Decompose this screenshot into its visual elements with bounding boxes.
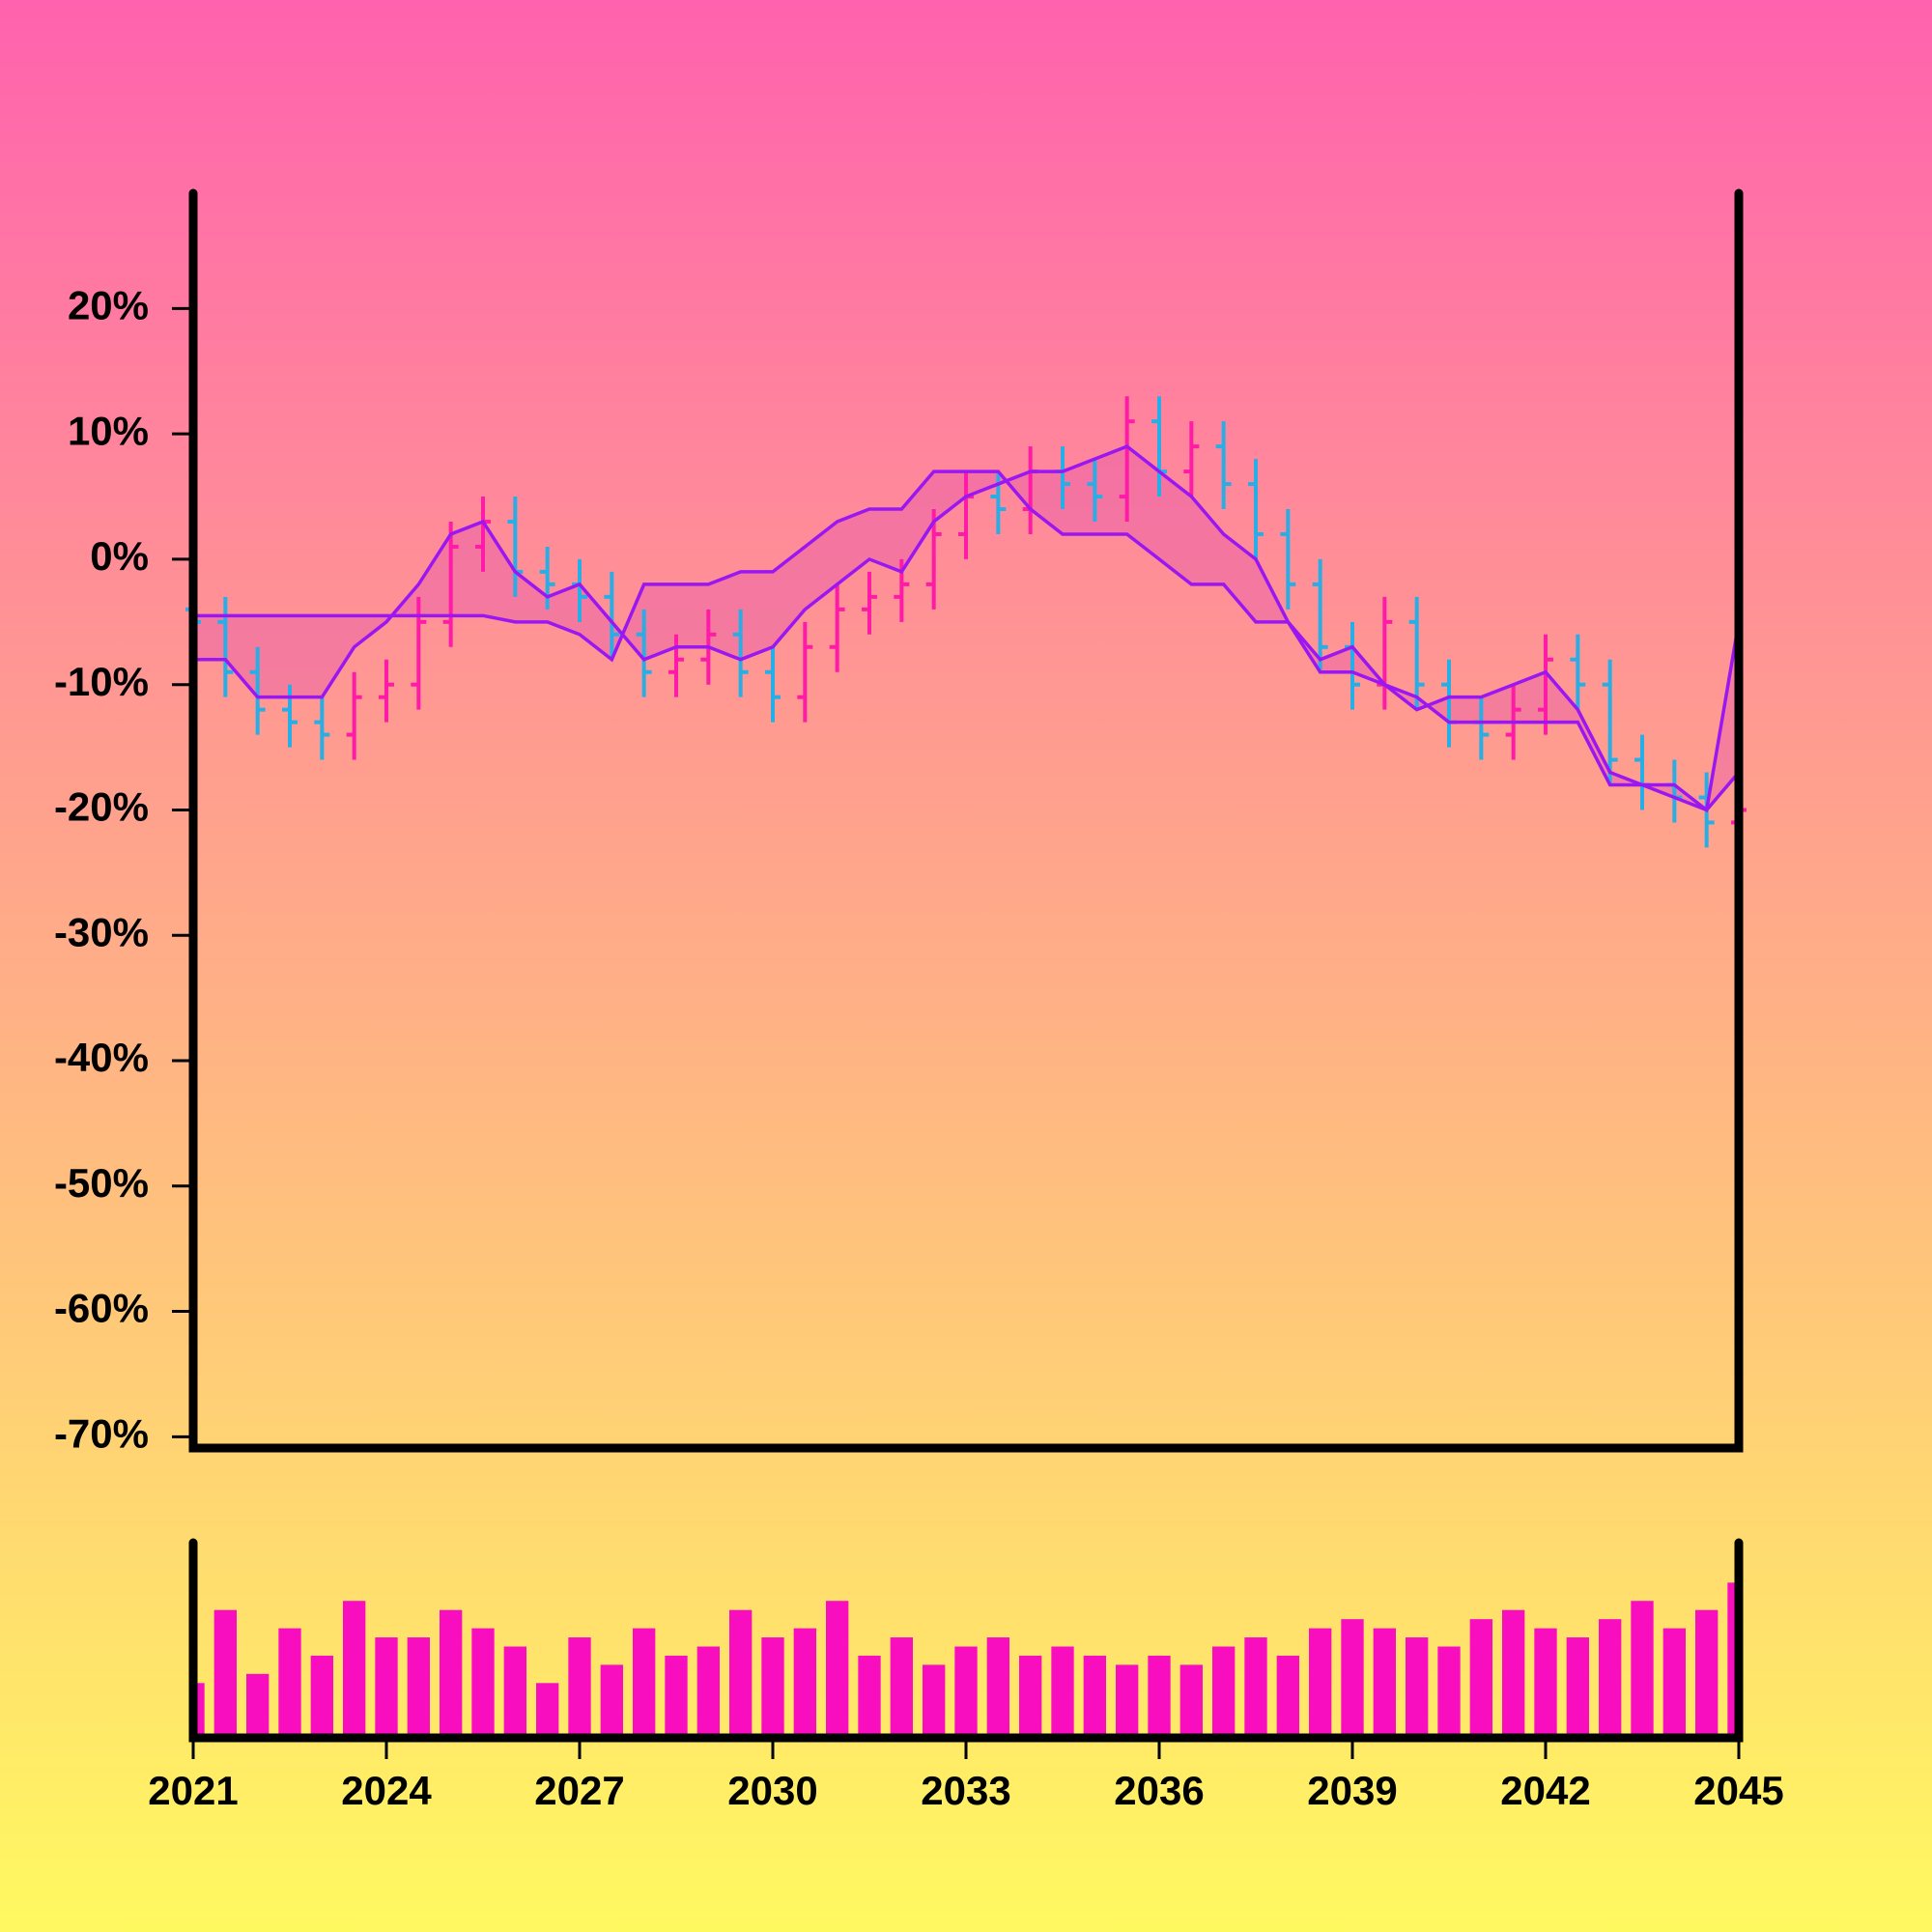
price-axes — [188, 188, 1744, 1453]
volume-bar — [1309, 1628, 1332, 1738]
x-tick-label: 2033 — [921, 1768, 1010, 1813]
volume-bar — [1116, 1664, 1139, 1738]
volume-bar — [1534, 1628, 1557, 1738]
volume-bar — [343, 1601, 366, 1738]
x-tick-label: 2045 — [1693, 1768, 1783, 1813]
volume-bar — [197, 1683, 205, 1738]
volume-bar — [761, 1637, 784, 1738]
y-tick-label: -40% — [54, 1035, 149, 1080]
y-tick-label: -50% — [54, 1160, 149, 1206]
volume-bar — [568, 1637, 591, 1738]
volume-bar — [246, 1673, 270, 1738]
x-tick-label: 2030 — [727, 1768, 817, 1813]
x-tick-label: 2036 — [1114, 1768, 1204, 1813]
y-tick-label: -20% — [54, 784, 149, 830]
volume-bar — [310, 1655, 333, 1738]
volume-bar — [471, 1628, 495, 1738]
volume-bar — [1566, 1637, 1589, 1738]
x-tick-label: 2027 — [534, 1768, 624, 1813]
volume-bar — [1179, 1664, 1203, 1738]
volume-bar — [1631, 1601, 1654, 1738]
volume-bar — [407, 1637, 430, 1738]
volume-bar — [1148, 1655, 1171, 1738]
volume-bar — [1406, 1637, 1429, 1738]
volume-bar — [1502, 1609, 1525, 1738]
volume-bar — [826, 1601, 849, 1738]
volume-bar — [375, 1637, 398, 1738]
volume-bar — [1244, 1637, 1267, 1738]
line — [193, 469, 1741, 812]
volume-bar — [536, 1683, 559, 1738]
y-tick-label: -60% — [54, 1286, 149, 1331]
volume-bar — [440, 1609, 463, 1738]
volume-bar — [1051, 1646, 1074, 1738]
y-tick-label: -30% — [54, 909, 149, 954]
volume-bar — [858, 1655, 881, 1738]
volume-bar — [1727, 1582, 1735, 1738]
volume-bar — [1662, 1628, 1686, 1738]
volume-bar — [1469, 1619, 1492, 1738]
volume-bar — [890, 1637, 913, 1738]
volume-bar — [1019, 1655, 1042, 1738]
volume-bar — [1373, 1628, 1396, 1738]
volume-bar — [1212, 1646, 1236, 1738]
volume-bar — [1437, 1646, 1461, 1738]
volume-bar — [633, 1628, 656, 1738]
volume-bar — [503, 1646, 526, 1738]
x-tick-label: 2024 — [341, 1768, 432, 1813]
y-tick-label: -10% — [54, 659, 149, 704]
volume-bar — [729, 1609, 753, 1738]
volume-axes — [188, 1538, 1744, 1743]
y-tick-label: -70% — [54, 1410, 149, 1456]
x-tick-label: 2042 — [1500, 1768, 1590, 1813]
volume-bar — [954, 1646, 978, 1738]
volume-bar — [986, 1637, 1009, 1738]
volume-bar — [696, 1646, 720, 1738]
y-tick-label: 10% — [68, 408, 149, 453]
y-tick-label: 20% — [68, 282, 149, 327]
volume-bar — [600, 1664, 623, 1738]
volume-bar — [1695, 1609, 1719, 1738]
y-tick-label: 0% — [90, 533, 149, 579]
volume-bar — [278, 1628, 301, 1738]
volume-bar — [1083, 1655, 1106, 1738]
line — [193, 444, 1741, 812]
x-tick-label: 2021 — [148, 1768, 238, 1813]
x-tick-label: 2039 — [1307, 1768, 1397, 1813]
volume-bar — [665, 1655, 688, 1738]
volume-bar — [1599, 1619, 1622, 1738]
volume-bar — [213, 1609, 237, 1738]
volume-bar — [1341, 1619, 1364, 1738]
volume-bar — [1276, 1655, 1299, 1738]
plot: 20% 10% 0% -10% -20% -30% -40% -50% -60% -70% 2021… — [54, 282, 1784, 1813]
volume-bar — [923, 1664, 946, 1738]
volume-bar — [793, 1628, 816, 1738]
